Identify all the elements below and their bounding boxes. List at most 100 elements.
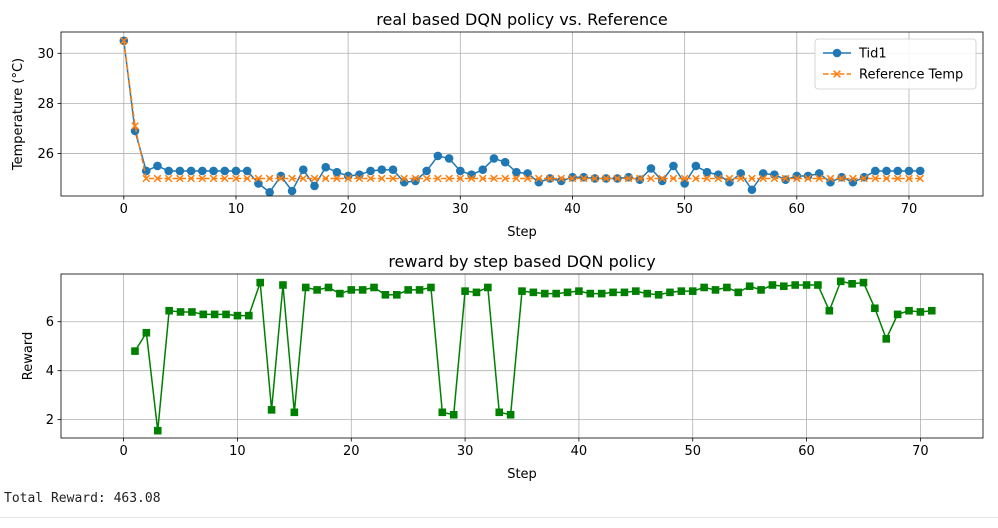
reward-series-1-point	[438, 408, 447, 417]
reward-series-1-point	[597, 289, 606, 298]
temp-series-2-point	[187, 174, 195, 183]
reward-series-1-point	[279, 281, 287, 289]
temp-series-2-point	[759, 174, 767, 183]
reward-series-1-point	[586, 289, 595, 298]
reward-series-1-line	[134, 280, 932, 432]
temp-series-1-point	[321, 162, 331, 172]
temp-legend: Tid1 Reference Temp	[814, 38, 977, 90]
temp-series-2-point	[411, 174, 420, 183]
reward-series-1-point	[290, 408, 299, 417]
temp-series-1-point	[433, 151, 443, 161]
temp-series-1-point	[141, 166, 151, 176]
total-reward-text: Total Reward: 463.08	[4, 491, 161, 506]
reward-series-1-point	[245, 311, 253, 320]
temp-series-2-point	[557, 174, 566, 183]
temp-series-1-point	[747, 185, 757, 195]
reward-series-1-point	[700, 283, 708, 292]
reward-series-1-point	[609, 288, 617, 297]
temp-series-2-point	[209, 174, 218, 183]
reward-series-1-point	[506, 410, 515, 419]
reward-x-tick-label: 70	[912, 444, 929, 459]
temp-series-1-point	[186, 166, 196, 176]
reward-y-tick-label: 4	[46, 364, 54, 379]
reward-axes-frame	[60, 273, 984, 439]
reward-series-1-point	[677, 287, 686, 295]
temp-series-2-line	[123, 40, 921, 180]
temp-series-2-point	[826, 174, 835, 183]
temp-series-1-point	[164, 166, 173, 176]
reward-y-tick-label: 2	[46, 413, 54, 428]
temp-series-2-point	[748, 174, 756, 183]
temp-series-2-point	[277, 174, 285, 183]
temp-series-1-point	[702, 167, 712, 177]
reward-y-tick-label: 6	[46, 315, 54, 330]
reward-series-1-point	[313, 286, 321, 294]
temp-series-2-point	[445, 174, 453, 183]
temp-series-2-point	[804, 174, 812, 183]
temp-x-tick-label: 10	[228, 202, 245, 217]
temp-legend-box	[814, 38, 977, 90]
reward-x-tick-label: 60	[798, 444, 815, 459]
temp-x-tick-label: 40	[564, 202, 581, 217]
temp-y-axis-label: Temperature (°C)	[11, 58, 26, 171]
reward-series-1-point	[836, 277, 845, 286]
reward-series-1-point	[905, 306, 913, 315]
temp-series-2-point	[871, 174, 880, 183]
reward-series-1-point	[301, 283, 310, 292]
reward-series-1-point	[927, 306, 936, 315]
reward-series-1-point	[199, 310, 208, 319]
temp-series-2-point	[490, 174, 498, 183]
temp-series-1-point	[646, 164, 656, 173]
temp-series-2-point	[568, 174, 577, 183]
temp-series-2-point	[837, 174, 846, 183]
temp-series-2-point	[254, 174, 263, 183]
temp-series-2-point	[534, 174, 543, 183]
temp-series-2-point	[669, 174, 678, 183]
temp-series-1-point	[691, 161, 701, 171]
reward-series-1-point	[267, 406, 276, 414]
temp-series-2-point	[478, 174, 487, 183]
temp-series-2-point	[344, 174, 352, 183]
temp-series-1-point	[298, 165, 308, 175]
reward-x-axis-label: Step	[507, 467, 537, 482]
temp-series-2-point	[198, 174, 207, 183]
temp-series-2-point	[265, 174, 274, 183]
temp-series-2-point	[680, 174, 689, 183]
temp-series-2-point	[400, 174, 409, 183]
temp-series-2-point	[893, 174, 902, 183]
temp-series-2-point	[512, 174, 521, 183]
temp-series-2-point	[882, 174, 891, 183]
temp-series-2-point	[916, 174, 925, 183]
reward-series-1-point	[370, 283, 378, 292]
reward-series-1-point	[814, 281, 822, 289]
reward-series-1-point	[472, 288, 481, 297]
temp-series-2-point	[692, 174, 700, 183]
reward-series-1-point	[575, 287, 583, 295]
temp-series-2-point	[781, 174, 790, 183]
reward-x-tick-label: 30	[457, 444, 474, 459]
temp-series-1-point	[915, 166, 925, 176]
reward-series-1-point	[734, 288, 743, 297]
reward-series-1-point	[529, 288, 538, 297]
reward-series-1-point	[563, 288, 572, 297]
temp-series-2-point	[849, 174, 857, 183]
temp-series-2-point	[377, 174, 386, 183]
temp-series-2-point	[546, 174, 554, 183]
reward-series-1-point	[347, 286, 356, 294]
reward-series-1-point	[643, 289, 652, 298]
temp-series-1-point	[781, 175, 790, 185]
temp-series-1-point	[456, 166, 465, 176]
reward-series-1-point	[495, 408, 504, 417]
reward-series-1-point	[336, 289, 344, 298]
temp-series-2-point	[613, 174, 622, 183]
temp-x-tick-label: 60	[789, 202, 806, 217]
temp-legend-label-1: Tid1	[858, 47, 887, 62]
temp-series-2-point	[176, 174, 184, 183]
temp-series-1-point	[512, 167, 521, 177]
temp-series-2-point	[299, 174, 308, 183]
reward-series-1-point	[802, 281, 811, 289]
reward-series-group	[131, 277, 936, 435]
reward-x-tick-label: 40	[571, 444, 588, 459]
temp-series-2-point	[389, 174, 397, 183]
temp-series-2-point	[232, 174, 240, 183]
